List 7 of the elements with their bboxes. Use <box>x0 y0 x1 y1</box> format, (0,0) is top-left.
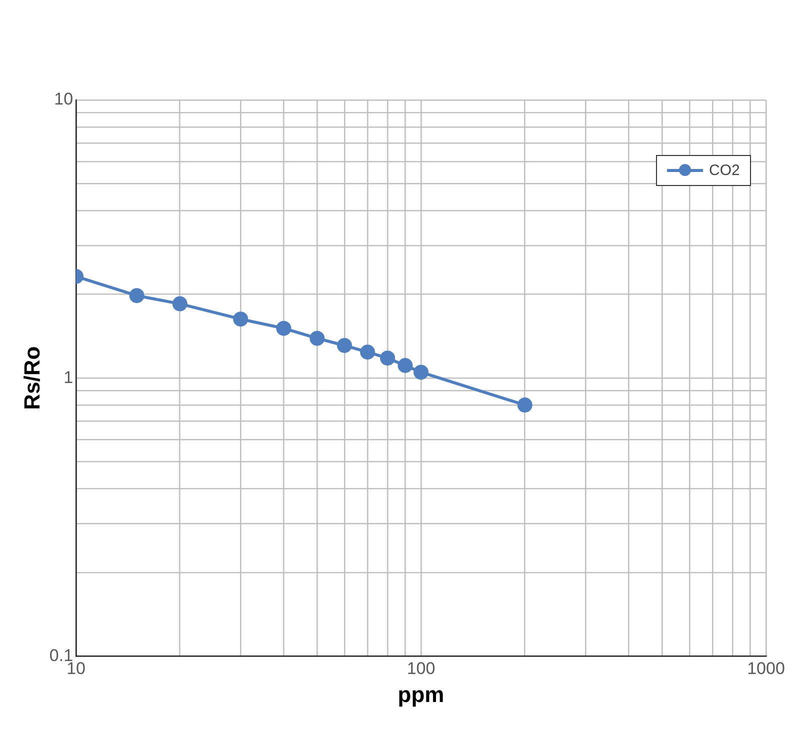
y-tick-label: 1 <box>64 368 74 387</box>
x-tick-label: 1000 <box>747 659 785 678</box>
y-tick-label: 10 <box>54 90 74 109</box>
y-axis-title: Rs/Ro <box>19 346 44 410</box>
legend-label: CO2 <box>709 162 740 179</box>
x-axis-title: ppm <box>398 682 444 707</box>
x-tick-label: 100 <box>406 659 436 678</box>
